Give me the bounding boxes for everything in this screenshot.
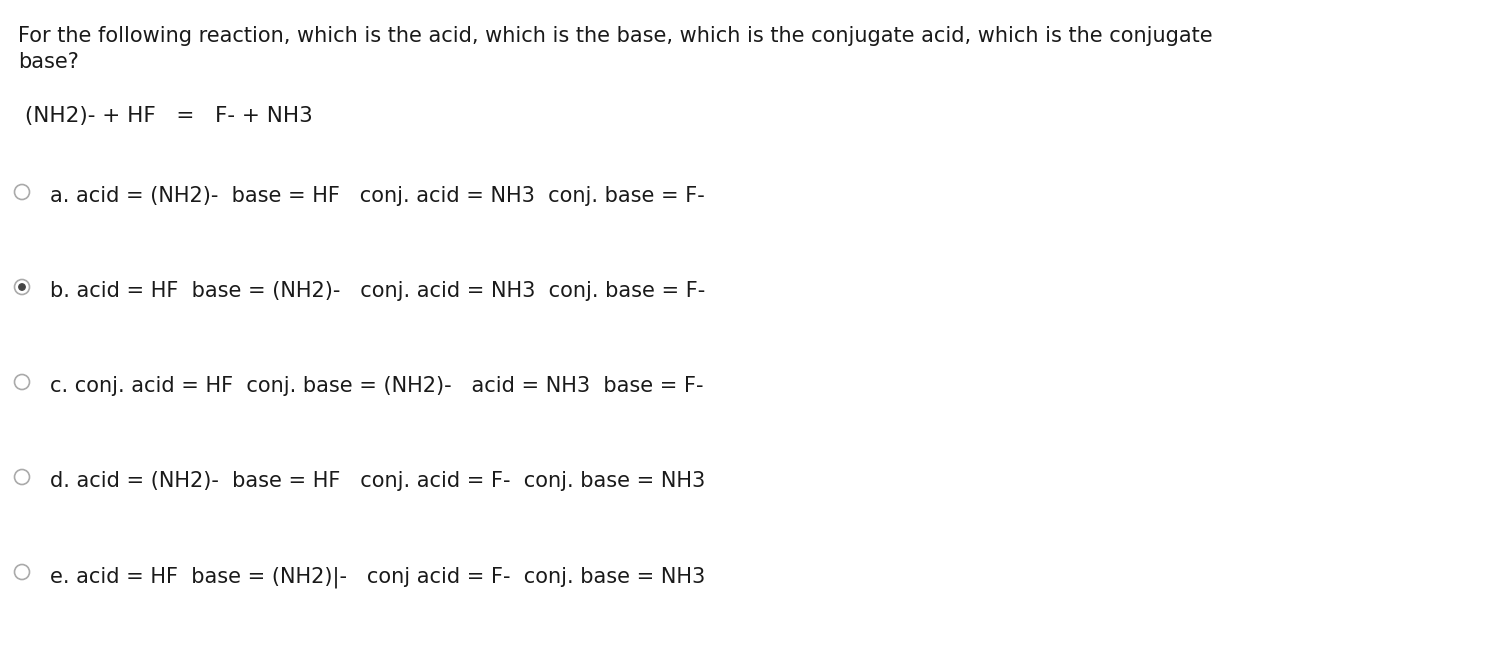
Circle shape <box>15 470 30 484</box>
Circle shape <box>15 280 30 295</box>
Circle shape <box>15 375 30 390</box>
Text: c. conj. acid = HF  conj. base = (NH2)-   acid = NH3  base = F-: c. conj. acid = HF conj. base = (NH2)- a… <box>50 376 704 396</box>
Text: d. acid = (NH2)-  base = HF   conj. acid = F-  conj. base = NH3: d. acid = (NH2)- base = HF conj. acid = … <box>50 471 705 491</box>
Circle shape <box>15 185 30 200</box>
Text: (NH2)- + HF   =   F- + NH3: (NH2)- + HF = F- + NH3 <box>18 106 313 126</box>
Text: For the following reaction, which is the acid, which is the base, which is the c: For the following reaction, which is the… <box>18 26 1213 46</box>
Text: a. acid = (NH2)-  base = HF   conj. acid = NH3  conj. base = F-: a. acid = (NH2)- base = HF conj. acid = … <box>50 186 705 206</box>
Text: e. acid = HF  base = (NH2)|-   conj acid = F-  conj. base = NH3: e. acid = HF base = (NH2)|- conj acid = … <box>50 566 705 587</box>
Text: b. acid = HF  base = (NH2)-   conj. acid = NH3  conj. base = F-: b. acid = HF base = (NH2)- conj. acid = … <box>50 281 705 301</box>
Circle shape <box>15 565 30 579</box>
Text: base?: base? <box>18 52 79 72</box>
Circle shape <box>18 284 26 290</box>
